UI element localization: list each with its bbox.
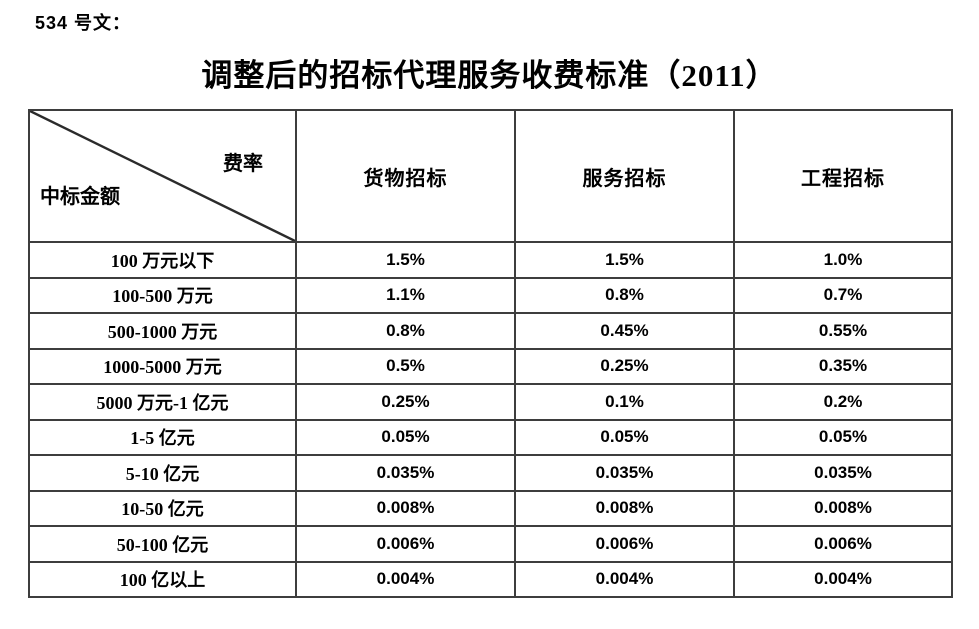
row-label-cell: 1-5 亿元	[28, 418, 297, 456]
rate-cell: 0.004%	[295, 560, 516, 598]
row-label-cell: 500-1000 万元	[28, 312, 297, 350]
row-label-cell: 1000-5000 万元	[28, 347, 297, 385]
row-label-cell: 5-10 亿元	[28, 454, 297, 492]
rate-cell: 0.8%	[295, 312, 516, 350]
table-row: 5-10 亿元 0.035% 0.035% 0.035%	[28, 454, 953, 492]
rate-cell: 0.7%	[733, 276, 953, 314]
row-label-cell: 100 万元以下	[28, 241, 297, 279]
rate-cell: 0.2%	[733, 383, 953, 421]
table-row: 1000-5000 万元 0.5% 0.25% 0.35%	[28, 347, 953, 385]
rate-cell: 1.0%	[733, 241, 953, 279]
rate-cell: 0.5%	[295, 347, 516, 385]
rate-cell: 0.004%	[514, 560, 735, 598]
rate-cell: 1.1%	[295, 276, 516, 314]
column-header-goods: 货物招标	[295, 109, 516, 243]
rate-cell: 1.5%	[514, 241, 735, 279]
rate-cell: 0.006%	[733, 525, 953, 563]
corner-label-rate: 费率	[223, 153, 263, 175]
table-row: 10-50 亿元 0.008% 0.008% 0.008%	[28, 489, 953, 527]
row-label-cell: 100-500 万元	[28, 276, 297, 314]
row-label-cell: 10-50 亿元	[28, 489, 297, 527]
rate-cell: 0.008%	[295, 489, 516, 527]
rate-cell: 0.004%	[733, 560, 953, 598]
rate-cell: 0.006%	[295, 525, 516, 563]
column-header-engineering: 工程招标	[733, 109, 953, 243]
rate-cell: 0.035%	[733, 454, 953, 492]
table-row: 100 亿以上 0.004% 0.004% 0.004%	[28, 560, 953, 598]
corner-label-amount: 中标金额	[40, 186, 120, 208]
rate-cell: 0.35%	[733, 347, 953, 385]
table-row: 100 万元以下 1.5% 1.5% 1.0%	[28, 241, 953, 279]
rate-cell: 0.05%	[733, 418, 953, 456]
fee-rate-table: 费率 中标金额 货物招标 服务招标 工程招标 100 万元以下 1.5% 1.5…	[28, 109, 953, 598]
rate-cell: 0.45%	[514, 312, 735, 350]
rate-cell: 0.1%	[514, 383, 735, 421]
rate-cell: 0.25%	[514, 347, 735, 385]
diagonal-divider	[31, 112, 294, 240]
row-label-cell: 50-100 亿元	[28, 525, 297, 563]
rate-cell: 0.05%	[514, 418, 735, 456]
table-row: 50-100 亿元 0.006% 0.006% 0.006%	[28, 525, 953, 563]
header-row: 费率 中标金额 货物招标 服务招标 工程招标	[28, 109, 953, 243]
doc-number-label: 534 号文：	[35, 13, 132, 33]
page-title: 调整后的招标代理服务收费标准（2011）	[201, 58, 778, 93]
rate-cell: 0.006%	[514, 525, 735, 563]
table-row: 1-5 亿元 0.05% 0.05% 0.05%	[28, 418, 953, 456]
table-row: 5000 万元-1 亿元 0.25% 0.1% 0.2%	[28, 383, 953, 421]
rate-cell: 0.008%	[514, 489, 735, 527]
rate-cell: 0.035%	[514, 454, 735, 492]
column-header-service: 服务招标	[514, 109, 735, 243]
rate-cell: 0.8%	[514, 276, 735, 314]
rate-cell: 0.05%	[295, 418, 516, 456]
row-label-cell: 5000 万元-1 亿元	[28, 383, 297, 421]
rate-cell: 0.008%	[733, 489, 953, 527]
rate-cell: 0.55%	[733, 312, 953, 350]
rate-cell: 1.5%	[295, 241, 516, 279]
table-row: 500-1000 万元 0.8% 0.45% 0.55%	[28, 312, 953, 350]
rate-cell: 0.035%	[295, 454, 516, 492]
table-row: 100-500 万元 1.1% 0.8% 0.7%	[28, 276, 953, 314]
row-label-cell: 100 亿以上	[28, 560, 297, 598]
corner-header-cell: 费率 中标金额	[28, 109, 297, 243]
rate-cell: 0.25%	[295, 383, 516, 421]
